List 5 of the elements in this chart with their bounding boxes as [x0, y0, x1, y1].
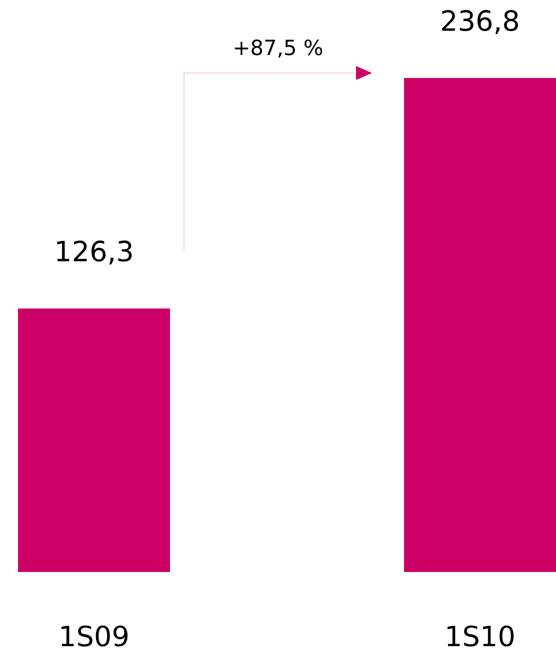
- x-tick-label: 1S10: [448, 625, 514, 647]
- x-tick-label: 1S09: [62, 625, 128, 647]
- text: +87,5 %: [234, 40, 322, 58]
- data-label: 126,3: [57, 240, 132, 264]
- data-label: 236,8: [442, 10, 518, 34]
